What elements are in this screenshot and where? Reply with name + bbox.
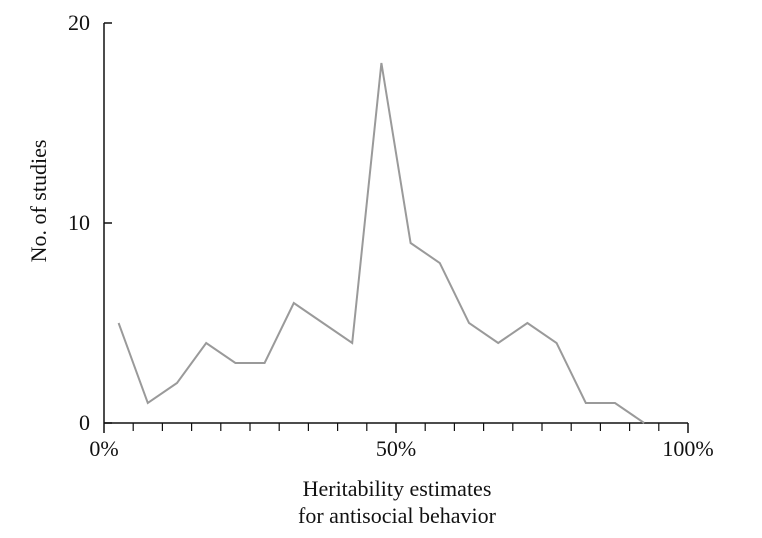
series-line [119,63,645,423]
axis-labels: No. of studies Heritability estimates fo… [26,140,497,528]
x-tick-label: 100% [662,436,713,461]
series-layer [119,63,645,423]
x-axis-label-line-1: Heritability estimates [303,476,492,501]
x-axis-label-line-2: for antisocial behavior [298,503,497,528]
y-tick-label: 20 [68,10,90,35]
y-axis-label: No. of studies [26,140,51,263]
x-tick-label: 0% [89,436,118,461]
axis-ticks: 0 10 20 0% 50% 100% [68,10,714,461]
x-tick-label: 50% [376,436,416,461]
y-tick-label: 10 [68,210,90,235]
y-tick-label: 0 [79,410,90,435]
